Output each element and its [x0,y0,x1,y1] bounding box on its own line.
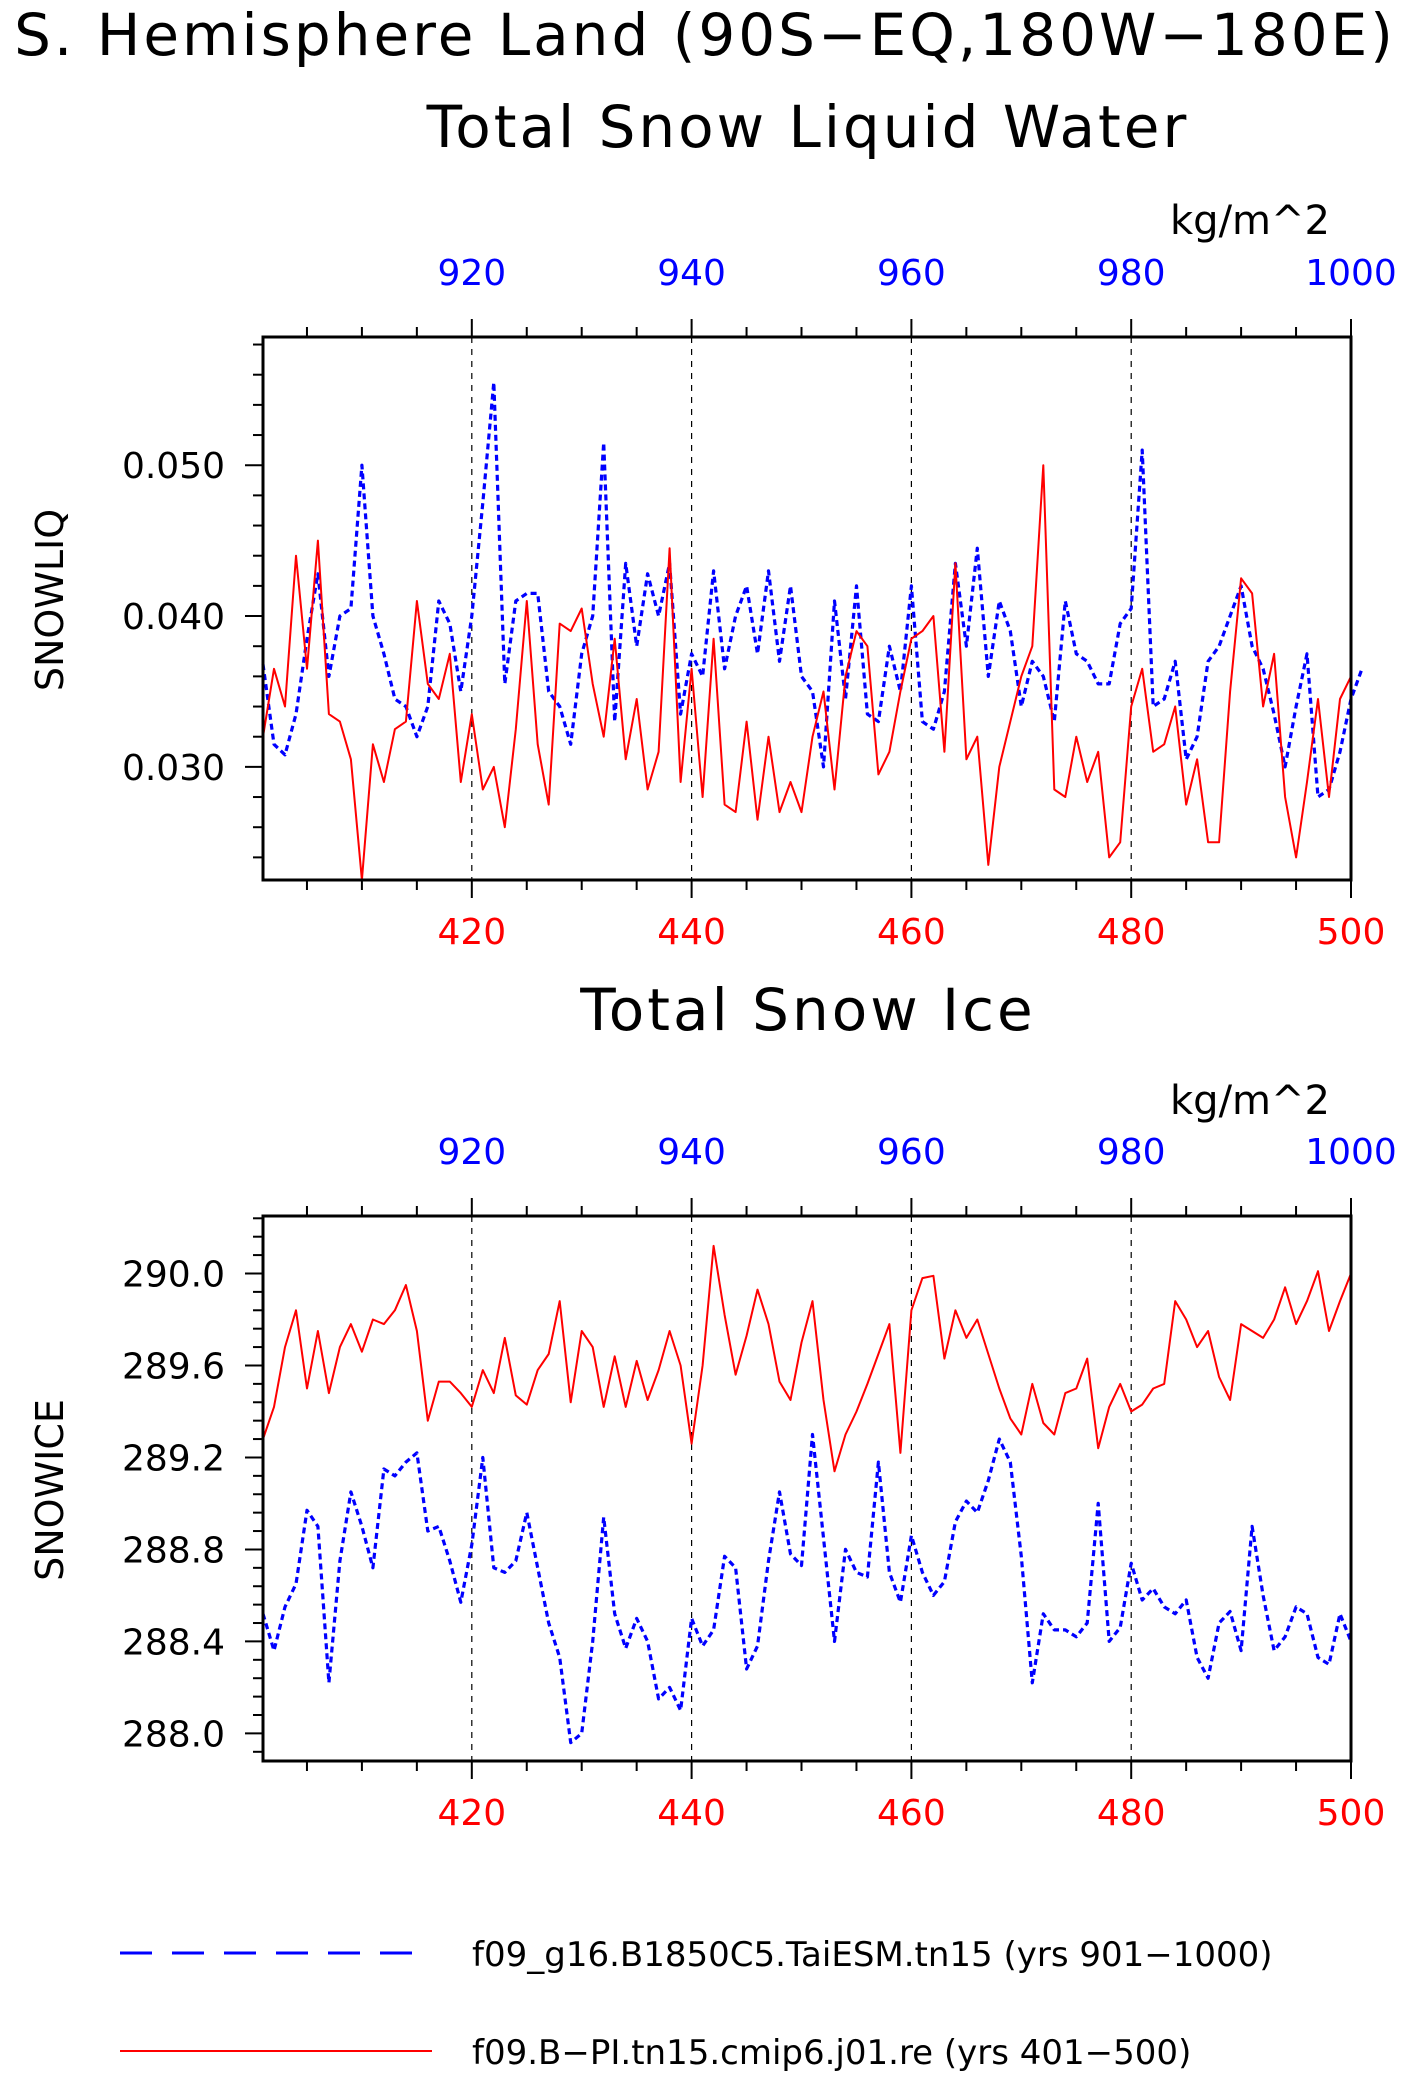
series-line-red [262,464,1352,881]
panel-snowice: Total Snow Ice kg/m^2 SNOWICE 288.0 288.4… [28,976,1397,1834]
y-tick-label: 289.2 [122,1438,225,1479]
x-tick-label-bottom: 460 [877,1793,946,1834]
y-tick-label: 0.050 [122,446,225,487]
y-tick-label: 289.6 [122,1346,225,1387]
legend-label-0: f09_g16.B1850C5.TaiESM.tn15 (yrs 901−100… [472,1935,1273,1975]
units-label: kg/m^2 [1170,1078,1330,1124]
y-tick-label: 288.8 [122,1530,225,1571]
x-tick-label-bottom: 420 [437,1793,506,1834]
series-lines [261,1244,1353,1745]
y-tick-label: 288.4 [122,1622,225,1663]
x-tick-label-bottom: 440 [657,912,726,953]
x-tick-label-bottom: 420 [437,912,506,953]
x-tick-label-bottom: 480 [1097,1793,1166,1834]
x-tick-label-bottom: 460 [877,912,946,953]
y-axis-label: SNOWLIQ [28,509,72,691]
x-tick-label-top: 1000 [1305,253,1397,294]
y-tick-label: 0.040 [122,597,225,638]
series-line-blue [261,1432,1353,1745]
series-line-red [262,1244,1352,1473]
axis-ticks [245,1198,1352,1779]
units-label: kg/m^2 [1170,198,1330,244]
y-tick-label: 290.0 [122,1254,225,1295]
x-tick-label-top: 980 [1097,253,1166,294]
series-lines [261,380,1364,881]
tick-labels: 0.030 0.040 0.050 420 440 460 480 500 920 940 960 9… [122,253,1397,953]
x-tick-label-top: 960 [877,253,946,294]
x-tick-label-top: 1000 [1305,1132,1397,1173]
plot-frame [261,1214,1353,1763]
x-tick-label-bottom: 440 [657,1793,726,1834]
panel-title: Total Snow Liquid Water [426,93,1190,161]
axis-ticks [245,319,1352,898]
figure-title: S. Hemisphere Land (90S−EQ,180W−180E) [14,1,1396,69]
x-tick-label-top: 920 [437,1132,506,1173]
y-tick-label: 288.0 [122,1714,225,1755]
x-tick-label-bottom: 480 [1097,912,1166,953]
panel-title: Total Snow Ice [579,976,1036,1044]
tick-labels: 288.0 288.4 288.8 289.2 289.6 290.0 420 440 460 4… [122,1132,1397,1834]
legend: f09_g16.B1850C5.TaiESM.tn15 (yrs 901−100… [120,1935,1273,2073]
x-tick-label-bottom: 500 [1317,1793,1386,1834]
panel-snowliq: Total Snow Liquid Water kg/m^2 SNOWLIQ 0… [28,93,1397,953]
x-tick-label-top: 920 [437,253,506,294]
y-axis-label: SNOWICE [28,1399,72,1581]
legend-label-1: f09.B−PI.tn15.cmip6.j01.re (yrs 401−500) [472,2033,1191,2073]
series-line-blue [261,380,1364,799]
x-tick-label-top: 940 [657,1132,726,1173]
x-tick-label-top: 980 [1097,1132,1166,1173]
x-tick-label-top: 940 [657,253,726,294]
x-tick-label-bottom: 500 [1317,912,1386,953]
x-tick-label-top: 960 [877,1132,946,1173]
y-tick-label: 0.030 [122,748,225,789]
plot-frame [261,335,1353,882]
grid-lines [471,337,1132,880]
